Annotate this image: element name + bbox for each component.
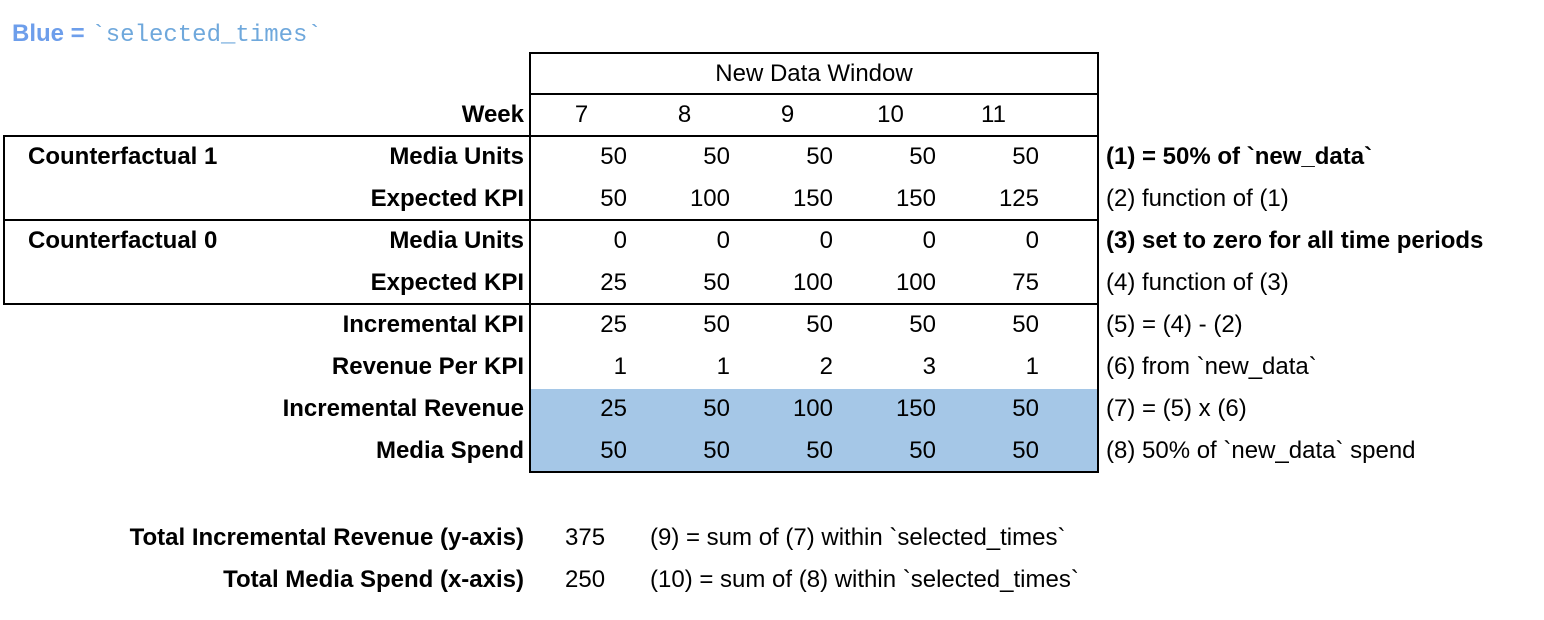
data-cell: 50	[1012, 311, 1039, 338]
total-note: (10) = sum of (8) within `selected_times…	[650, 566, 1079, 593]
total-label: Total Incremental Revenue (y-axis)	[129, 524, 524, 551]
data-cell: 0	[613, 227, 627, 254]
data-cell: 3	[922, 353, 936, 380]
table-row-incremental-revenue: Incremental Revenue 25 50 100 150 50 (7)…	[0, 388, 1544, 430]
data-cell: 50	[703, 311, 730, 338]
data-cell-highlighted: 100	[792, 395, 833, 422]
table-row-expected-kpi-c0: Expected KPI 25 50 100 100 75 (4) functi…	[0, 262, 1544, 304]
week-cell: 9	[780, 101, 795, 128]
data-cell: 25	[600, 311, 627, 338]
border-week-bottom	[3, 135, 1099, 137]
data-cell: 0	[819, 227, 833, 254]
total-media-spend-row: Total Media Spend (x-axis) 250 (10) = su…	[0, 559, 1544, 601]
row-label: Expected KPI	[370, 185, 524, 212]
window-header: New Data Window	[715, 60, 913, 87]
data-cell-highlighted: 50	[806, 437, 833, 464]
border-data-left	[529, 52, 531, 473]
data-cell: 150	[792, 185, 833, 212]
data-cell: 50	[703, 143, 730, 170]
week-cell: 7	[574, 101, 589, 128]
legend-code: `selected_times`	[91, 22, 322, 49]
total-note: (9) = sum of (7) within `selected_times`	[650, 524, 1066, 551]
data-cell: 50	[909, 143, 936, 170]
data-cell: 50	[600, 185, 627, 212]
border-table-bottom	[529, 471, 1099, 473]
border-data-right	[1097, 52, 1099, 473]
row-label: Incremental Revenue	[282, 395, 524, 422]
data-cell: 50	[806, 311, 833, 338]
table-row-media-units-c1: Counterfactual 1 Media Units 50 50 50 50…	[0, 136, 1544, 178]
row-note: (3) set to zero for all time periods	[1106, 227, 1484, 254]
total-label: Total Media Spend (x-axis)	[223, 566, 524, 593]
table-row-revenue-per-kpi: Revenue Per KPI 1 1 2 3 1 (6) from `new_…	[0, 346, 1544, 388]
data-cell: 50	[909, 311, 936, 338]
data-cell: 100	[895, 269, 936, 296]
group-label: Counterfactual 1	[28, 143, 218, 170]
row-note: (2) function of (1)	[1106, 185, 1289, 212]
border-header-top	[529, 52, 1099, 54]
data-cell: 0	[716, 227, 730, 254]
data-cell: 50	[600, 143, 627, 170]
border-header-bottom	[529, 93, 1099, 95]
data-cell: 150	[895, 185, 936, 212]
data-cell: 1	[716, 353, 730, 380]
week-cell: 11	[981, 101, 1006, 128]
week-row: Week 7 8 9 10 11	[0, 94, 1544, 136]
border-counterfactual1-bottom	[3, 219, 1099, 221]
border-counterfactual0-bottom	[3, 303, 1099, 305]
week-label: Week	[461, 101, 524, 128]
row-label: Revenue Per KPI	[331, 353, 524, 380]
total-value: 250	[565, 566, 606, 593]
data-cell: 75	[1012, 269, 1039, 296]
data-cell-highlighted: 50	[909, 437, 936, 464]
data-cell: 1	[613, 353, 627, 380]
border-labelbox-left	[3, 135, 5, 305]
data-cell-highlighted: 50	[1012, 395, 1039, 422]
row-note: (1) = 50% of `new_data`	[1106, 143, 1373, 170]
data-cell-highlighted: 50	[1012, 437, 1039, 464]
data-cell: 100	[689, 185, 730, 212]
data-cell-highlighted: 50	[703, 437, 730, 464]
data-cell: 0	[922, 227, 936, 254]
data-cell-highlighted: 150	[895, 395, 936, 422]
data-cell-highlighted: 50	[600, 437, 627, 464]
data-cell: 1	[1025, 353, 1039, 380]
data-cell-highlighted: 50	[703, 395, 730, 422]
row-note: (4) function of (3)	[1106, 269, 1289, 296]
week-cell: 8	[677, 101, 692, 128]
row-note: (8) 50% of `new_data` spend	[1106, 437, 1416, 464]
row-note: (6) from `new_data`	[1106, 353, 1317, 380]
legend-title: Blue = `selected_times`	[12, 18, 322, 50]
row-label: Media Units	[389, 143, 524, 170]
selected-times-highlight	[531, 389, 1097, 471]
table-row-media-spend: Media Spend 50 50 50 50 50 (8) 50% of `n…	[0, 430, 1544, 472]
row-label: Media Units	[389, 227, 524, 254]
data-cell: 25	[600, 269, 627, 296]
data-cell: 2	[819, 353, 833, 380]
table-row-media-units-c0: Counterfactual 0 Media Units 0 0 0 0 0 (…	[0, 220, 1544, 262]
row-label: Media Spend	[375, 437, 524, 464]
legend-prefix: Blue =	[12, 20, 92, 47]
table-row-expected-kpi-c1: Expected KPI 50 100 150 150 125 (2) func…	[0, 178, 1544, 220]
row-label: Incremental KPI	[342, 311, 524, 338]
data-cell: 50	[1012, 143, 1039, 170]
data-cell-highlighted: 25	[600, 395, 627, 422]
row-note: (5) = (4) - (2)	[1106, 311, 1243, 338]
data-cell: 0	[1025, 227, 1039, 254]
data-cell: 50	[806, 143, 833, 170]
data-cell: 100	[792, 269, 833, 296]
group-label: Counterfactual 0	[28, 227, 218, 254]
data-cell: 50	[703, 269, 730, 296]
row-label: Expected KPI	[370, 269, 524, 296]
week-cell: 10	[877, 101, 904, 128]
row-note: (7) = (5) x (6)	[1106, 395, 1247, 422]
table-row-incremental-kpi: Incremental KPI 25 50 50 50 50 (5) = (4)…	[0, 304, 1544, 346]
total-incremental-revenue-row: Total Incremental Revenue (y-axis) 375 (…	[0, 517, 1544, 559]
total-value: 375	[565, 524, 606, 551]
data-cell: 125	[998, 185, 1039, 212]
